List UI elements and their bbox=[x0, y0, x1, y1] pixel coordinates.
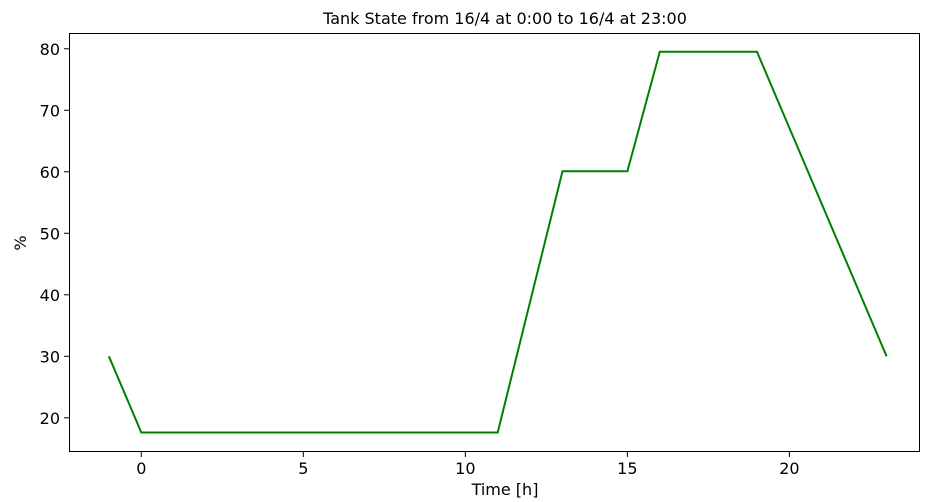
x-tick-label: 10 bbox=[455, 459, 475, 478]
y-tick-label: 50 bbox=[40, 224, 60, 243]
y-tick-label: 20 bbox=[40, 409, 60, 428]
x-tick-label: 0 bbox=[136, 459, 146, 478]
y-tick-label: 40 bbox=[40, 286, 60, 305]
series-line bbox=[107, 50, 888, 434]
chart-title: Tank State from 16/4 at 0:00 to 16/4 at … bbox=[322, 9, 687, 28]
y-axis: 20 30 40 50 60 70 80 bbox=[40, 40, 70, 428]
series-group bbox=[107, 50, 888, 434]
y-tick-label: 70 bbox=[40, 101, 60, 120]
y-tick-label: 60 bbox=[40, 163, 60, 182]
y-tick-label: 30 bbox=[40, 347, 60, 366]
y-tick-label: 80 bbox=[40, 40, 60, 59]
x-tick-label: 20 bbox=[779, 459, 799, 478]
plot-area bbox=[69, 33, 920, 452]
x-axis-label: Time [h] bbox=[471, 480, 539, 499]
x-tick-label: 5 bbox=[298, 459, 308, 478]
x-tick-label: 15 bbox=[617, 459, 637, 478]
y-axis-label: % bbox=[11, 235, 30, 250]
x-axis: 0 5 10 15 20 bbox=[136, 451, 800, 478]
